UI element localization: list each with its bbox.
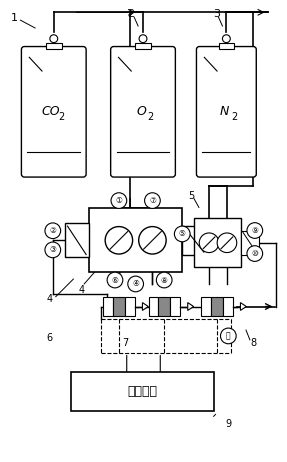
FancyBboxPatch shape: [22, 47, 86, 177]
Bar: [158, 297, 170, 316]
Text: 1: 1: [11, 13, 18, 23]
Circle shape: [50, 35, 58, 43]
Circle shape: [45, 242, 61, 258]
Text: 6: 6: [47, 333, 53, 343]
Text: ⑦: ⑦: [149, 196, 156, 205]
Circle shape: [174, 226, 190, 242]
Circle shape: [139, 226, 166, 254]
Bar: [113, 297, 125, 316]
Bar: [71, 372, 214, 412]
Text: CO: CO: [42, 105, 60, 118]
Bar: [125, 297, 135, 316]
Bar: [241, 231, 259, 255]
Text: 5: 5: [188, 191, 194, 201]
Text: 控制装置: 控制装置: [127, 385, 158, 398]
Text: ⑨: ⑨: [251, 226, 258, 235]
Text: N: N: [220, 105, 229, 118]
Bar: [135, 43, 151, 49]
Circle shape: [139, 35, 147, 43]
Text: ⑪: ⑪: [226, 331, 231, 340]
Bar: [194, 218, 241, 267]
Circle shape: [156, 272, 172, 288]
FancyBboxPatch shape: [111, 47, 175, 177]
Text: ①: ①: [115, 196, 122, 205]
Polygon shape: [188, 303, 194, 310]
Bar: [89, 208, 182, 272]
Text: 4: 4: [47, 294, 53, 304]
Text: 4: 4: [78, 285, 84, 295]
Text: ⑥: ⑥: [112, 275, 119, 285]
Circle shape: [199, 233, 219, 253]
Text: 8: 8: [251, 338, 257, 348]
Bar: [46, 43, 62, 49]
Bar: [182, 225, 207, 255]
Bar: [201, 297, 211, 316]
Circle shape: [247, 223, 263, 238]
Bar: [170, 297, 180, 316]
Text: ⑤: ⑤: [179, 230, 186, 238]
Text: 2: 2: [127, 9, 134, 19]
Circle shape: [105, 226, 133, 254]
Text: ②: ②: [49, 226, 56, 235]
Text: 2: 2: [59, 112, 65, 122]
Text: 3: 3: [213, 9, 220, 19]
Circle shape: [220, 328, 236, 344]
Polygon shape: [142, 303, 148, 310]
Text: 2: 2: [231, 112, 237, 122]
Circle shape: [145, 193, 160, 208]
Text: O: O: [136, 105, 146, 118]
Circle shape: [222, 35, 230, 43]
Text: 7: 7: [122, 338, 129, 348]
Polygon shape: [241, 303, 246, 310]
Text: 9: 9: [225, 419, 231, 429]
FancyBboxPatch shape: [197, 47, 256, 177]
Circle shape: [247, 246, 263, 261]
Bar: [223, 297, 232, 316]
Circle shape: [217, 233, 237, 253]
Text: ④: ④: [132, 280, 139, 288]
Circle shape: [128, 276, 144, 292]
Circle shape: [111, 193, 127, 208]
Bar: [148, 297, 158, 316]
Circle shape: [107, 272, 123, 288]
Circle shape: [45, 223, 61, 238]
Text: 2: 2: [148, 112, 154, 122]
Text: ⑧: ⑧: [161, 275, 168, 285]
Bar: [211, 297, 223, 316]
Text: ③: ③: [49, 245, 56, 255]
Text: ⑩: ⑩: [251, 249, 258, 258]
Bar: [103, 297, 113, 316]
Bar: [219, 43, 234, 49]
Bar: [65, 223, 89, 257]
